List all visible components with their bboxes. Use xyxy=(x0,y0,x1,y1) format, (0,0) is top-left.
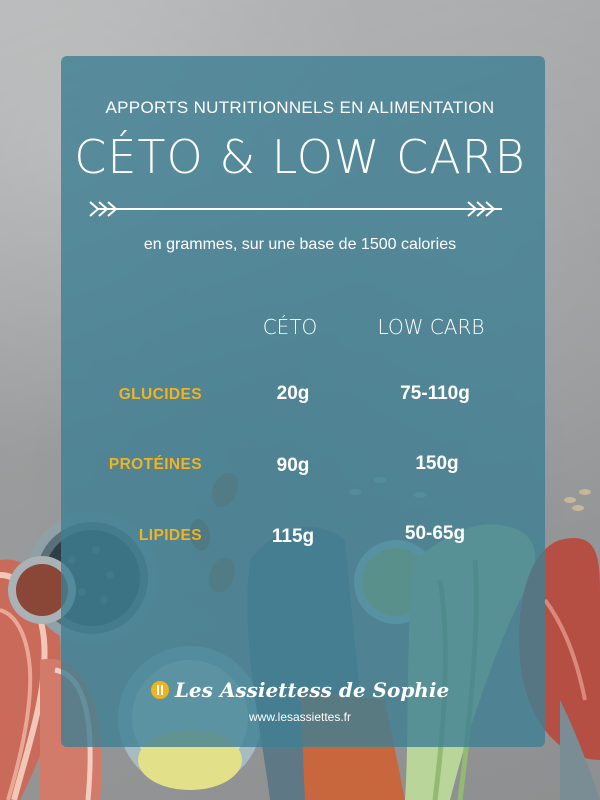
cell-glucides-lowcarb: 75-110g xyxy=(400,383,470,404)
row-label-glucides: GLUCIDES xyxy=(118,386,202,403)
cell-lipides-ceto: 115g xyxy=(271,526,315,547)
fork-knife-icon xyxy=(150,681,169,699)
flax-bowl-illustration xyxy=(8,556,76,624)
row-label-proteines: PROTÉINES xyxy=(108,456,202,473)
eyebrow-heading: APPORTS NUTRITIONNELS EN ALIMENTATION xyxy=(105,98,495,117)
subtitle: en grammes, sur une base de 1500 calorie… xyxy=(143,236,457,253)
brand-signature: Les Assiettess de Sophie xyxy=(0,678,600,702)
website-url: www.lesassiettes.fr xyxy=(248,710,352,724)
cell-proteines-lowcarb: 150g xyxy=(415,453,459,474)
cell-glucides-ceto: 20g xyxy=(276,383,310,404)
column-header-lowcarb: LOW CARB xyxy=(377,315,485,339)
column-header-ceto: CÉTO xyxy=(262,315,318,339)
row-label-lipides: LIPIDES xyxy=(138,527,202,544)
cell-proteines-ceto: 90g xyxy=(276,455,310,476)
cell-lipides-lowcarb: 50-65g xyxy=(404,523,466,544)
arrow-divider xyxy=(89,201,502,217)
info-card xyxy=(61,56,545,747)
brand-name: Les Assiettess de Sophie xyxy=(174,678,450,702)
page-title: CÉTO & LOW CARB xyxy=(74,130,526,184)
